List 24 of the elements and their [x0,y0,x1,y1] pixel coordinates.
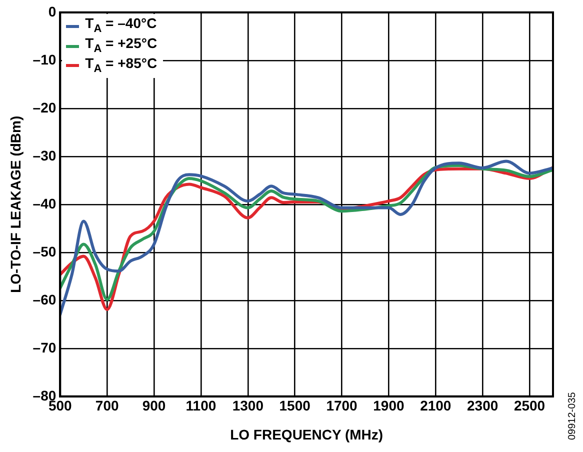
x-tick-label: 1500 [279,398,311,414]
legend-label: T$_{A}$ = +85°C [85,54,158,76]
x-tick-label: 2300 [467,398,498,414]
y-tick-label: –20 [32,99,56,116]
x-tick-label: 2500 [514,398,546,414]
text: 09912-035 [567,392,578,440]
x-tick-label: 700 [95,398,119,414]
x-tick-label: 1900 [373,398,404,414]
y-tick-label: 0 [48,3,56,20]
x-tick-label: 1300 [232,398,264,414]
y-tick-label: –50 [32,243,56,260]
x-tick-label: 1100 [186,398,216,414]
y-tick-label: –40 [32,195,56,212]
x-tick-label: 1700 [326,398,358,414]
y-tick-label: –70 [32,339,56,356]
y-axis-title: LO-TO-IF LEAKAGE (dBm) [7,116,24,293]
x-tick-label: 900 [142,398,166,414]
y-tick-label: –30 [32,147,56,164]
legend-label: T$_{A}$ = +25°C [85,35,158,56]
x-tick-label: 2100 [420,398,452,414]
legend-label: T$_{A}$ = –40°C [85,15,157,36]
y-tick-label: –10 [32,51,56,68]
y-tick-label: –60 [32,291,56,308]
x-axis-title: LO FREQUENCY (MHz) [230,426,384,442]
